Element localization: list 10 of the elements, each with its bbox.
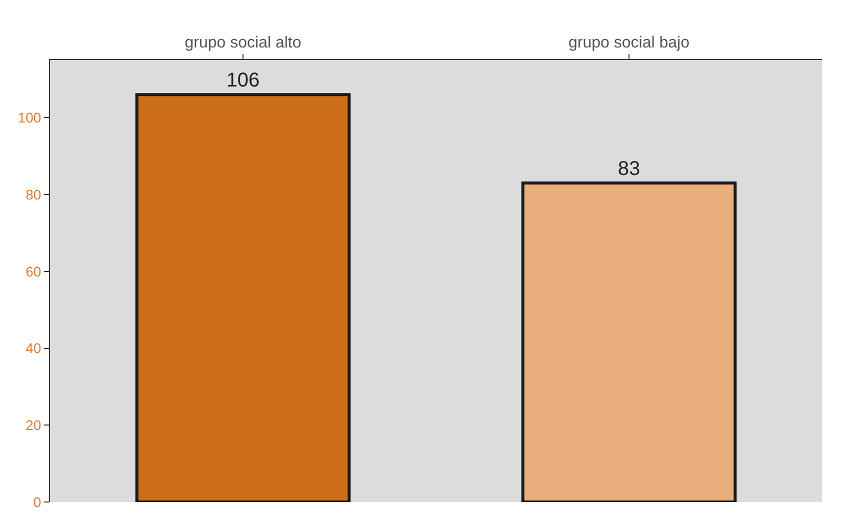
y-tick-label: 20 (26, 417, 42, 434)
y-tick-label: 60 (26, 263, 42, 280)
x-tick-label: grupo social alto (184, 34, 302, 52)
y-tick-label: 100 (18, 110, 42, 126)
data-label: 83 (618, 158, 640, 180)
y-tick-label: 0 (33, 494, 42, 510)
data-label: 106 (226, 70, 260, 92)
x-tick-label: grupo social bajo (568, 34, 690, 52)
y-tick-label: 80 (26, 186, 42, 202)
y-tick-label: 40 (26, 340, 42, 356)
